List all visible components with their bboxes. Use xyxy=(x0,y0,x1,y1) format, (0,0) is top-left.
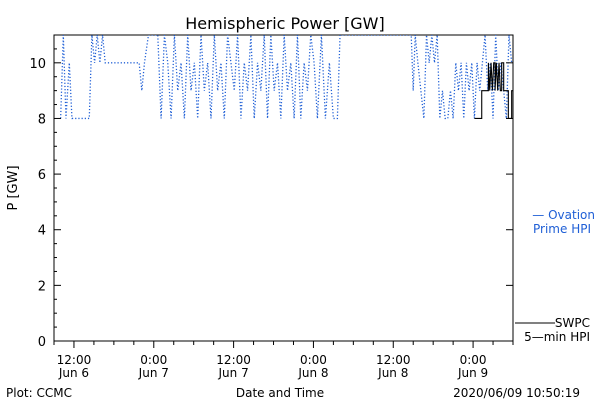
footer-timestamp: 2020/06/09 10:50:19 xyxy=(453,386,580,400)
x-tick-time-label: 0:00 xyxy=(460,353,487,367)
x-tick-date-label: Jun 8 xyxy=(297,366,328,380)
legend-swpc-line1: SWPC xyxy=(555,316,590,330)
legend-ovation-line2: Prime HPI xyxy=(533,222,591,236)
legend-ovation-line1: — Ovation xyxy=(532,208,595,222)
x-tick-time-label: 0:00 xyxy=(300,353,327,367)
series-swpc-line xyxy=(474,62,513,119)
footer-plot-credit: Plot: CCMC xyxy=(6,386,72,400)
x-tick-date-label: Jun 8 xyxy=(377,366,408,380)
x-tick-time-label: 12:00 xyxy=(376,353,411,367)
x-tick-date-label: Jun 7 xyxy=(138,366,169,380)
x-tick-date-label: Jun 9 xyxy=(457,366,488,380)
plot-area xyxy=(53,34,514,342)
y-tick-label: 6 xyxy=(38,168,46,183)
chart-title: Hemispheric Power [GW] xyxy=(185,14,384,33)
x-tick-time-label: 12:00 xyxy=(57,353,92,367)
x-tick-date-label: Jun 6 xyxy=(58,366,89,380)
y-tick-label: 4 xyxy=(38,224,46,239)
legend-swpc: SWPC 5—min HPI xyxy=(515,316,590,344)
series-layer xyxy=(60,35,513,120)
y-tick-label: 8 xyxy=(38,112,46,127)
legend-ovation: — Ovation Prime HPI xyxy=(532,208,595,236)
x-tick-date-label: Jun 7 xyxy=(218,366,249,380)
y-axis-label: P [GW] xyxy=(6,165,21,210)
x-tick-time-label: 12:00 xyxy=(216,353,251,367)
plot-frame xyxy=(53,34,514,342)
series-ovation-line xyxy=(60,35,513,120)
y-tick-label: 2 xyxy=(38,279,46,294)
x-axis-label: Date and Time xyxy=(236,386,324,400)
legend-swpc-line2: 5—min HPI xyxy=(524,330,590,344)
x-tick-time-label: 0:00 xyxy=(140,353,167,367)
y-tick-label: 10 xyxy=(29,57,46,72)
y-tick-label: 0 xyxy=(38,335,46,350)
